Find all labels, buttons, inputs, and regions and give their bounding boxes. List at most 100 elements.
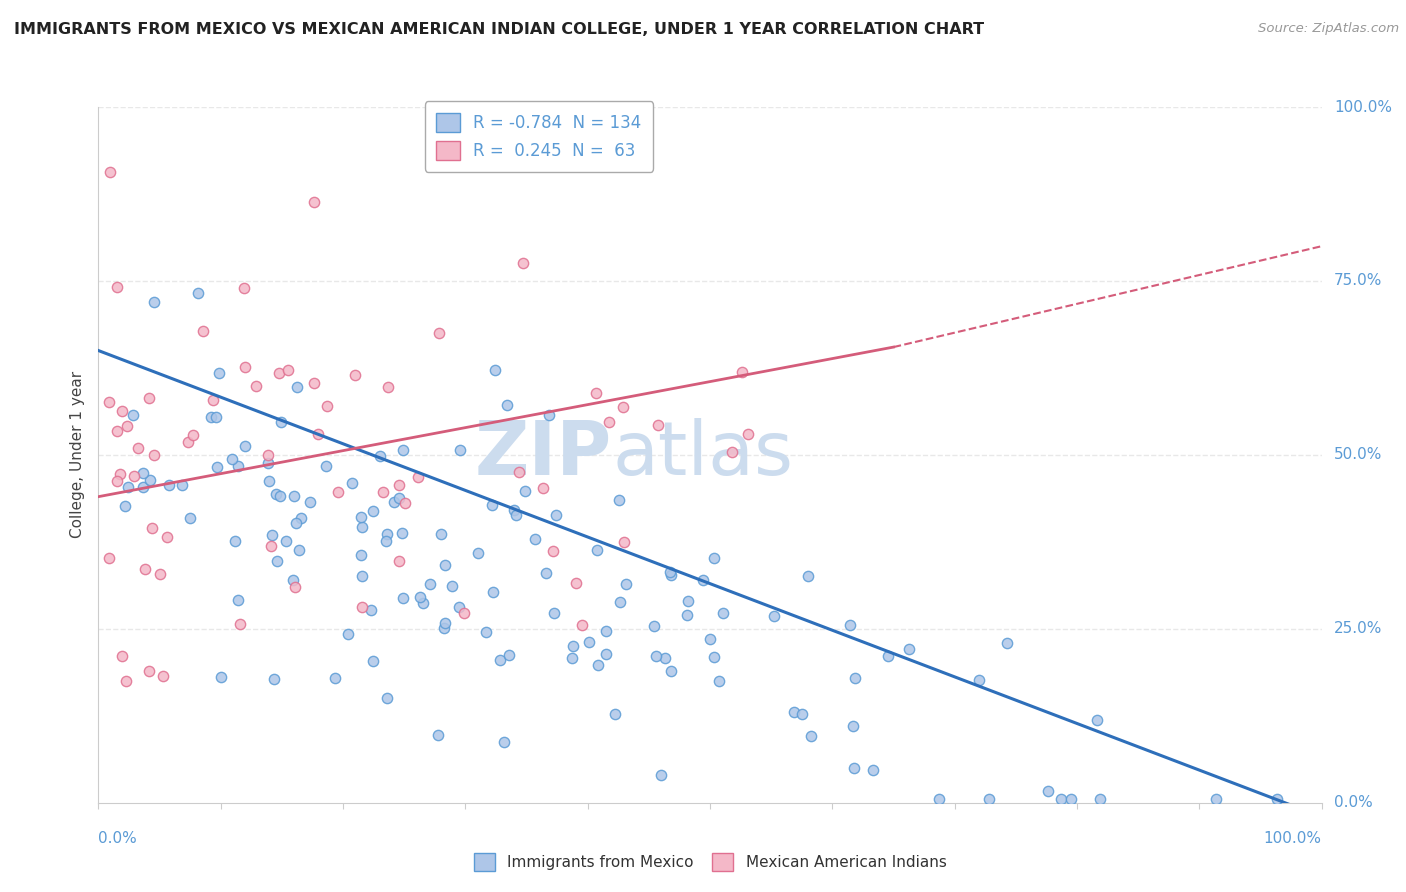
Point <box>1265 792 1288 806</box>
Point <box>352 520 374 534</box>
Point <box>284 580 307 594</box>
Point <box>737 427 759 442</box>
Point <box>257 457 280 471</box>
Point <box>377 380 399 394</box>
Y-axis label: College, Under 1 year: College, Under 1 year <box>70 371 86 539</box>
Point <box>262 527 284 541</box>
Point <box>226 459 249 474</box>
Point <box>352 599 374 614</box>
Point <box>496 398 519 412</box>
Point <box>343 368 366 382</box>
Point <box>177 434 200 449</box>
Point <box>614 577 637 591</box>
Point <box>152 668 174 682</box>
Point <box>114 499 136 513</box>
Point <box>132 480 155 494</box>
Point <box>612 400 634 414</box>
Point <box>595 624 617 638</box>
Point <box>489 653 512 667</box>
Point <box>645 648 668 663</box>
Point <box>474 625 496 640</box>
Point <box>375 526 398 541</box>
Point <box>1049 792 1071 806</box>
Point <box>979 792 1001 806</box>
Point <box>117 418 139 433</box>
Point <box>191 324 214 338</box>
Point <box>703 550 725 565</box>
Point <box>928 792 950 806</box>
Point <box>267 366 290 380</box>
Point <box>340 476 363 491</box>
Point <box>564 576 586 591</box>
Point <box>720 445 742 459</box>
Point <box>433 558 456 573</box>
Point <box>392 591 415 606</box>
Point <box>862 763 884 777</box>
Text: IMMIGRANTS FROM MEXICO VS MEXICAN AMERICAN INDIAN COLLEGE, UNDER 1 YEAR CORRELAT: IMMIGRANTS FROM MEXICO VS MEXICAN AMERIC… <box>14 22 984 37</box>
Point <box>1036 784 1059 798</box>
Point <box>481 498 503 512</box>
Point <box>844 671 866 685</box>
Point <box>208 366 231 380</box>
Point <box>350 548 373 562</box>
Point <box>302 376 325 390</box>
Point <box>524 532 547 546</box>
Point <box>307 426 329 441</box>
Point <box>571 617 593 632</box>
Point <box>502 503 524 517</box>
Point <box>406 470 429 484</box>
Point <box>260 539 283 553</box>
Point <box>326 485 349 500</box>
Point <box>654 651 676 665</box>
Point <box>382 495 405 509</box>
Point <box>360 603 382 617</box>
Point <box>200 409 222 424</box>
Point <box>429 527 451 541</box>
Point <box>427 326 450 340</box>
Point <box>709 673 731 688</box>
Point <box>388 553 411 567</box>
Point <box>605 706 627 721</box>
Point <box>97 551 120 566</box>
Point <box>277 363 299 377</box>
Point <box>202 393 225 408</box>
Text: atlas: atlas <box>612 418 793 491</box>
Point <box>1088 792 1111 806</box>
Point <box>799 729 821 743</box>
Point <box>97 395 120 409</box>
Point <box>731 365 754 379</box>
Point <box>433 621 456 635</box>
Point <box>494 734 516 748</box>
Point <box>117 480 139 494</box>
Point <box>122 408 145 422</box>
Point <box>538 409 561 423</box>
Point <box>285 516 308 530</box>
Point <box>498 648 520 663</box>
Point <box>98 164 121 178</box>
Point <box>541 544 564 558</box>
Point <box>288 543 311 558</box>
Point <box>536 566 558 580</box>
Point <box>482 585 505 599</box>
Point <box>105 474 128 488</box>
Point <box>221 452 243 467</box>
Point <box>447 600 470 615</box>
Point <box>792 707 814 722</box>
Point <box>315 458 337 473</box>
Point <box>388 478 411 492</box>
Point <box>595 648 617 662</box>
Point <box>484 363 506 377</box>
Point <box>877 648 900 663</box>
Point <box>290 511 312 525</box>
Point <box>205 460 228 475</box>
Point <box>419 576 441 591</box>
Point <box>427 728 450 742</box>
Point <box>1205 792 1227 806</box>
Point <box>111 649 134 664</box>
Point <box>434 615 457 630</box>
Text: 25.0%: 25.0% <box>1334 622 1382 636</box>
Point <box>285 380 308 394</box>
Point <box>658 565 681 579</box>
Point <box>1060 792 1083 806</box>
Point <box>143 448 166 462</box>
